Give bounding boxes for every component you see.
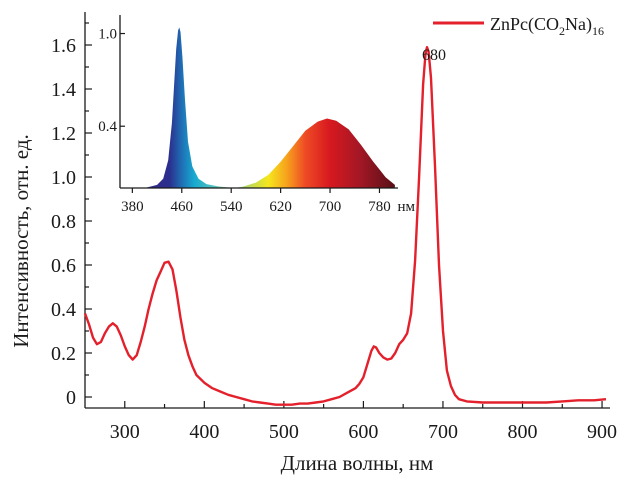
y-tick-label: 0.6 [51, 255, 76, 277]
legend: ZnPc(CO2Na)16 [433, 14, 604, 38]
inset-axes [119, 15, 398, 189]
main-series [83, 46, 607, 406]
x-axis-label: Длина волны, нм [281, 451, 434, 475]
y-tick-label: 0.8 [51, 211, 76, 233]
legend-label: ZnPc(CO2Na)16 [490, 14, 604, 38]
y-tick-label: 1.2 [51, 123, 76, 145]
inset-x-tick-label: 460 [171, 199, 194, 215]
inset-x-tick-label: 380 [121, 199, 144, 215]
inset-x-unit-label: нм [397, 199, 415, 215]
inset-ticks: 380 460 540 620 700 780 нм 0.4 1.0 [98, 27, 415, 215]
x-tick-label: 900 [587, 421, 617, 443]
y-tick-label: 0.4 [51, 299, 76, 321]
inset-y-tick-label: 0.4 [98, 119, 117, 135]
inset-area [126, 27, 395, 189]
x-tick-label: 300 [110, 421, 140, 443]
x-tick-label: 800 [508, 421, 538, 443]
y-tick-label: 0 [66, 387, 76, 409]
x-tick-label: 600 [348, 421, 378, 443]
main-axes [84, 12, 610, 409]
inset-x-tick-label: 700 [319, 199, 342, 215]
x-tick-label: 500 [269, 421, 299, 443]
inset-x-tick-label: 620 [269, 199, 292, 215]
y-axis-label: Интенсивность, отн. ед. [9, 134, 33, 348]
x-tick-label: 700 [428, 421, 458, 443]
inset-x-tick-label: 780 [368, 199, 391, 215]
peak-annotation: 680 [422, 47, 446, 64]
main-ticks: 300 400 500 600 700 800 900 0 0.2 0.4 0.6 0.8 1.0 1.2… [51, 22, 617, 443]
y-tick-label: 1.0 [51, 167, 76, 189]
inset-y-tick-label: 1.0 [98, 27, 117, 43]
inset-emission-area [126, 27, 395, 189]
y-tick-label: 1.6 [51, 35, 76, 57]
series-line-znpc [83, 46, 607, 406]
y-tick-label: 0.2 [51, 343, 76, 365]
inset-x-tick-label: 540 [220, 199, 243, 215]
y-tick-label: 1.4 [51, 79, 76, 101]
x-tick-label: 400 [189, 421, 219, 443]
